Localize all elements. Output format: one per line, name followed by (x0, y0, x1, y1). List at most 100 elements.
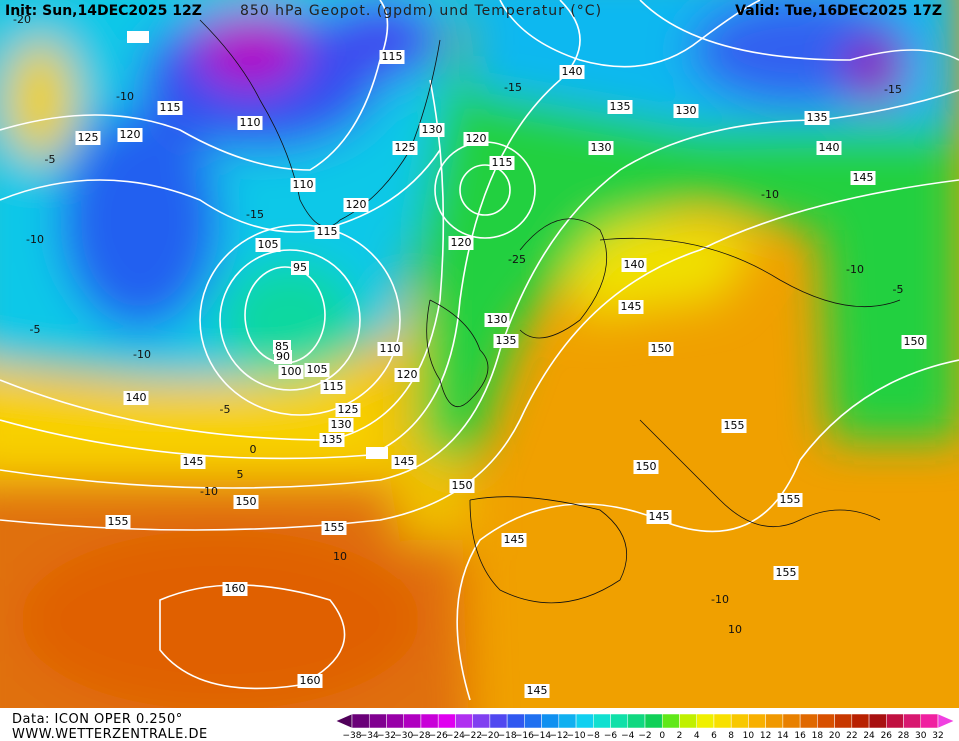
contour-label: 135 (319, 433, 345, 447)
colorbar-label: 22 (846, 731, 857, 741)
contour-label-box (559, 65, 585, 79)
colorbar-label: 18 (812, 731, 824, 741)
contour-label: 115 (489, 156, 515, 170)
contour-label-box (816, 141, 842, 155)
temperature-label: -10 (200, 485, 218, 498)
colorbar-label: −2 (638, 731, 651, 741)
temperature-label: -5 (893, 283, 904, 296)
contour-label-text: 85 (275, 340, 289, 353)
contour-label: 110 (237, 116, 263, 130)
colorbar-cell (868, 713, 887, 729)
contour-label: 155 (777, 493, 803, 507)
map-title: 850 hPa Geopot. (gpdm) und Temperatur (°… (240, 3, 602, 19)
contour-label-box (377, 342, 403, 356)
contour-label-text: 140 (624, 258, 645, 271)
colorbar-label: 28 (898, 731, 910, 741)
contour-label: 130 (419, 123, 445, 137)
contour-label-text: 145 (527, 684, 548, 697)
temperature-label: 10 (728, 623, 742, 636)
contour-label-box (633, 460, 659, 474)
colorbar-cell (627, 713, 646, 729)
contour-label-text: 155 (724, 419, 745, 432)
temperature-label: -5 (30, 323, 41, 336)
contour-label: 100 (278, 365, 304, 379)
colorbar-cell (920, 713, 939, 729)
colorbar-cell (558, 713, 577, 729)
contour-label-box (646, 510, 672, 524)
contour-label-box (419, 123, 445, 137)
temperature-label: -20 (13, 13, 31, 26)
contour-label-box (291, 261, 309, 275)
contour-label: 140 (123, 391, 149, 405)
contour-label-box (320, 380, 346, 394)
contour-label-box (274, 350, 292, 364)
contour-label-text: 100 (281, 365, 302, 378)
colorbar-label: 12 (760, 731, 771, 741)
contour-label: 160 (222, 582, 248, 596)
contour-label-box (621, 258, 647, 272)
contour-label-text: 115 (160, 101, 181, 114)
init-time: Init: Sun,14DEC2025 12Z (5, 3, 202, 19)
contour-label-box (233, 495, 259, 509)
contour-label-text: 145 (504, 533, 525, 546)
colorbar: −38−34−32−30−28−26−24−22−20−18−16−14−12−… (335, 713, 955, 741)
contour-label-text: 155 (108, 515, 129, 528)
contour-label-text: 125 (78, 131, 99, 144)
contour-label-text: 110 (380, 342, 401, 355)
contour-label-box (607, 100, 633, 114)
contour-label-box (157, 101, 183, 115)
contour-label-text: 130 (422, 123, 443, 136)
contour-label: 155 (773, 566, 799, 580)
contour-label-text: 105 (307, 363, 328, 376)
contour-label: 105 (255, 238, 281, 252)
website: WWW.WETTERZENTRALE.DE (12, 727, 208, 741)
contour-label-text: 130 (591, 141, 612, 154)
colorbar-label: −14 (532, 731, 551, 741)
contour-label: 130 (588, 141, 614, 155)
contour-label: 160 (297, 674, 323, 688)
contour-label-box (484, 313, 510, 327)
colorbar-cell (455, 713, 473, 729)
contour-label: 95 (291, 261, 309, 275)
colorbar-label: −18 (498, 731, 517, 741)
contour-label-text: 130 (331, 418, 352, 431)
colorbar-cell (541, 713, 560, 729)
contour-label-text: 120 (346, 198, 367, 211)
colorbar-label: −22 (463, 731, 482, 741)
temperature-labels: -10 -5 -15 -10 -5 -10 -5 05 -10 -15 -10 -10 -5 -25 -20… (13, 13, 903, 636)
contour-label-box (321, 521, 347, 535)
contour-label-text: 120 (397, 368, 418, 381)
contour-label: 135 (493, 334, 519, 348)
contour-label: 120 (448, 236, 474, 250)
colorbar-label: 0 (659, 731, 665, 741)
contour-label: 120 (117, 128, 143, 142)
temperature-label: -10 (711, 593, 729, 606)
contour-label-box (123, 391, 149, 405)
contour-label-text: 140 (126, 391, 147, 404)
contour-label: 145 (524, 684, 550, 698)
colorbar-cell (765, 713, 784, 729)
data-source: Data: ICON OPER 0.250° (12, 712, 183, 727)
contour-label-box (463, 132, 489, 146)
colorbar-label: −28 (411, 731, 430, 741)
colorbar-label: 30 (915, 731, 927, 741)
colorbar-cell (886, 713, 904, 729)
colorbar-label: −12 (549, 731, 568, 741)
contour-label-text: 135 (322, 433, 343, 446)
contour-label-text: 115 (382, 50, 403, 63)
contour-label: 90 (274, 350, 292, 364)
contour-label: 115 (320, 380, 346, 394)
contour-label-box (394, 368, 420, 382)
colorbar-cell (368, 713, 387, 729)
contour-label-text: 160 (300, 674, 321, 687)
colorbar-label: −6 (604, 731, 618, 741)
map-marker (366, 447, 388, 459)
colorbar-label: −30 (394, 731, 413, 741)
contour-label-box (278, 365, 304, 379)
valid-time: Valid: Tue,16DEC2025 17Z (735, 3, 942, 19)
contour-label-text: 150 (236, 495, 257, 508)
colorbar-cell (851, 713, 870, 729)
contour-label-text: 150 (651, 342, 672, 355)
colorbar-label: 26 (881, 731, 893, 741)
